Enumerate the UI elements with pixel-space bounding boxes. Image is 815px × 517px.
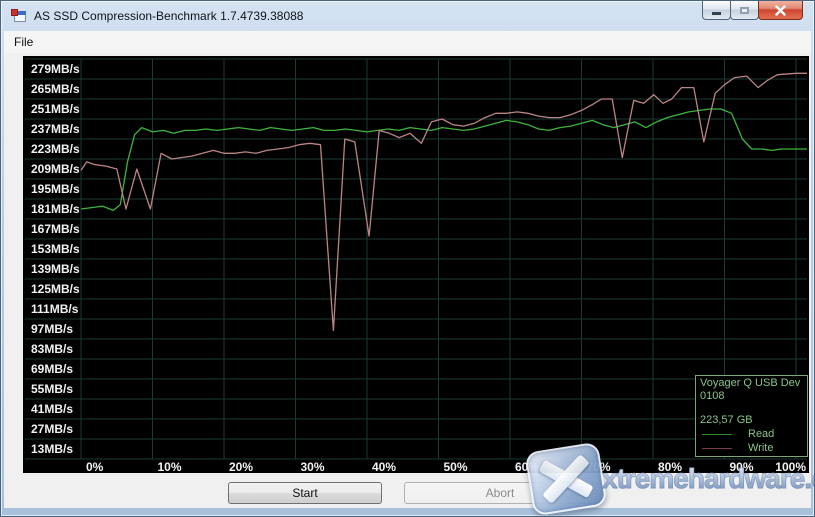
y-tick-label: 111MB/s [31,302,79,316]
read-series-line [80,108,807,212]
chart-canvas: 279MB/s 265MB/s 251MB/s 237MB/s 223MB/s 209MB… [25,58,807,473]
y-tick-label: 41MB/s [31,402,73,416]
close-icon [775,4,786,16]
y-tick-label: 13MB/s [31,442,73,456]
y-tick-label: 97MB/s [31,322,73,336]
minimize-icon [712,12,721,15]
x-tick-label: 30% [301,460,325,473]
y-tick-label: 27MB/s [31,422,73,436]
minimize-button[interactable] [702,1,731,20]
menu-item-file[interactable]: File [14,35,34,49]
abort-button[interactable]: Abort [404,482,596,504]
x-tick-label: 50% [444,460,468,473]
y-tick-label: 195MB/s [31,182,80,196]
chart-grid [25,58,807,460]
y-tick-label: 167MB/s [31,222,80,236]
window-title: AS SSD Compression-Benchmark 1.7.4739.38… [34,9,304,23]
legend-write-row: Write [700,442,807,455]
y-tick-label: 209MB/s [31,162,80,176]
x-tick-label: 70% [587,460,611,473]
x-tick-label: 100% [775,460,806,473]
y-tick-label: 69MB/s [31,362,73,376]
legend-write-label: Write [748,442,774,454]
y-tick-label: 55MB/s [31,382,73,396]
x-tick-label: 10% [158,460,182,473]
write-series-line [80,72,807,332]
y-tick-label: 125MB/s [31,282,80,296]
y-tick-label: 237MB/s [31,122,80,136]
legend-read-label: Read [748,428,775,440]
x-axis-labels: 0% 10% 20% 30% 40% 50% 60% 70% 80% 90% 100% [86,460,806,473]
x-tick-label: 40% [372,460,396,473]
start-button[interactable]: Start [228,482,382,504]
y-tick-label: 265MB/s [31,82,80,96]
maximize-icon [740,6,749,14]
legend-device-id: 0108 [700,390,725,402]
y-tick-label: 153MB/s [31,242,80,256]
title-bar[interactable]: AS SSD Compression-Benchmark 1.7.4739.38… [1,1,814,31]
y-tick-label: 181MB/s [31,202,80,216]
legend-write-line-swatch [702,448,732,449]
window-controls [702,1,803,20]
y-tick-label: 251MB/s [31,102,80,116]
legend-box: Voyager Q USB Dev 0108 223,57 GB Read Wr… [695,375,808,457]
y-tick-label: 83MB/s [31,342,73,356]
x-tick-label: 20% [229,460,253,473]
close-button[interactable] [758,1,803,20]
x-tick-label: 0% [86,460,104,473]
chart-panel: 279MB/s 265MB/s 251MB/s 237MB/s 223MB/s 209MB… [23,56,809,473]
legend-read-row: Read [700,428,807,441]
x-tick-label: 60% [515,460,539,473]
client-area: 279MB/s 265MB/s 251MB/s 237MB/s 223MB/s 209MB… [4,53,811,508]
legend-capacity: 223,57 GB [700,414,753,426]
y-tick-label: 223MB/s [31,142,80,156]
y-tick-label: 139MB/s [31,262,80,276]
x-tick-label: 90% [730,460,754,473]
y-axis-labels: 279MB/s 265MB/s 251MB/s 237MB/s 223MB/s 209MB… [31,62,80,456]
y-tick-label: 279MB/s [31,62,80,76]
maximize-button[interactable] [730,1,759,20]
legend-device-name: Voyager Q USB Dev [700,377,801,389]
legend-read-line-swatch [702,434,732,435]
menu-bar: File [4,31,811,54]
x-tick-label: 80% [658,460,682,473]
app-icon [11,8,27,24]
